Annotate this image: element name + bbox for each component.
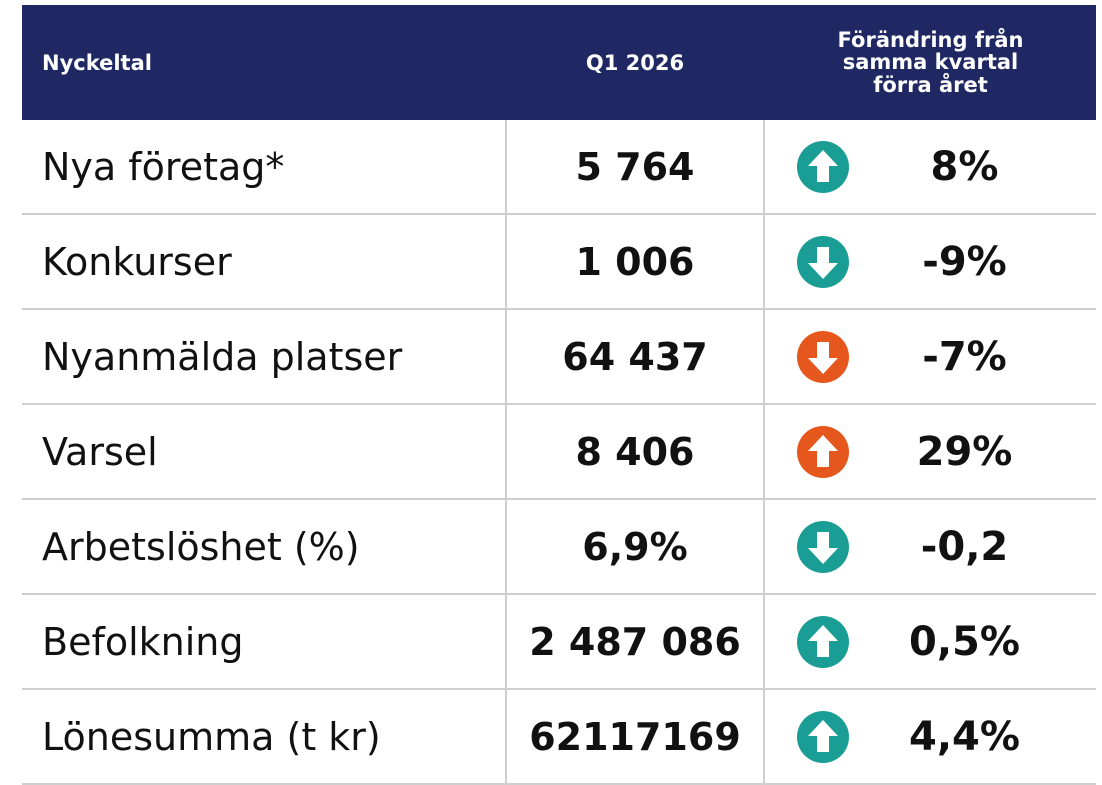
value-cell: 2 487 086 [505,595,765,688]
table-row: Nya företag* 5 764 8% [22,120,1096,215]
change-cell: -7% [765,310,1096,403]
table: Nyckeltal Q1 2026 Förändring från samma … [22,5,1096,785]
change-value: -9% [922,238,1007,285]
trend-icon [797,710,849,763]
value-cell: 64 437 [505,310,765,403]
table-row: Befolkning 2 487 086 0,5% [22,595,1096,690]
change-cell: 0,5% [765,595,1096,688]
header-cell: Förändring från samma kvartal förra året [837,28,1024,97]
table-row: Arbetslöshet (%) 6,9% -0,2 [22,500,1096,595]
header-row: Nyckeltal Q1 2026 Förändring från samma … [22,5,1096,120]
header-cell: Nyckeltal [42,50,152,75]
change-cell: 4,4% [765,690,1096,783]
change-cell: 8% [765,120,1096,213]
label-cell: Befolkning [42,619,244,664]
label-cell: Konkurser [42,239,232,284]
trend-icon [797,520,849,573]
table-row: Konkurser 1 006 -9% [22,215,1096,310]
change-value: 4,4% [909,713,1020,760]
change-value: 29% [916,428,1013,475]
label-cell: Nya företag* [42,144,285,189]
trend-icon [797,615,849,668]
value-cell: 6,9% [505,500,765,593]
change-value: -0,2 [920,523,1009,570]
change-value: 0,5% [909,618,1020,665]
table-row: Lönesumma (t kr) 62117169 4,4% [22,690,1096,785]
change-value: -7% [922,333,1007,380]
label-cell: Nyanmälda platser [42,334,403,379]
change-value: 8% [930,143,999,190]
table-row: Varsel 8 406 29% [22,405,1096,500]
trend-icon [797,425,849,478]
header-cell: Q1 2026 [585,50,685,75]
value-cell: 1 006 [505,215,765,308]
table-body: Nya företag* 5 764 8% Konkurser 1 006 -9% Nyan… [22,120,1096,785]
trend-icon [797,140,849,193]
change-cell: -0,2 [765,500,1096,593]
label-cell: Arbetslöshet (%) [42,524,360,569]
trend-icon [797,235,849,288]
label-cell: Lönesumma (t kr) [42,714,381,759]
label-cell: Varsel [42,429,158,474]
table-row: Nyanmälda platser 64 437 -7% [22,310,1096,405]
trend-icon [797,330,849,383]
value-cell: 8 406 [505,405,765,498]
change-cell: 29% [765,405,1096,498]
change-cell: -9% [765,215,1096,308]
value-cell: 62117169 [505,690,765,783]
value-cell: 5 764 [505,120,765,213]
